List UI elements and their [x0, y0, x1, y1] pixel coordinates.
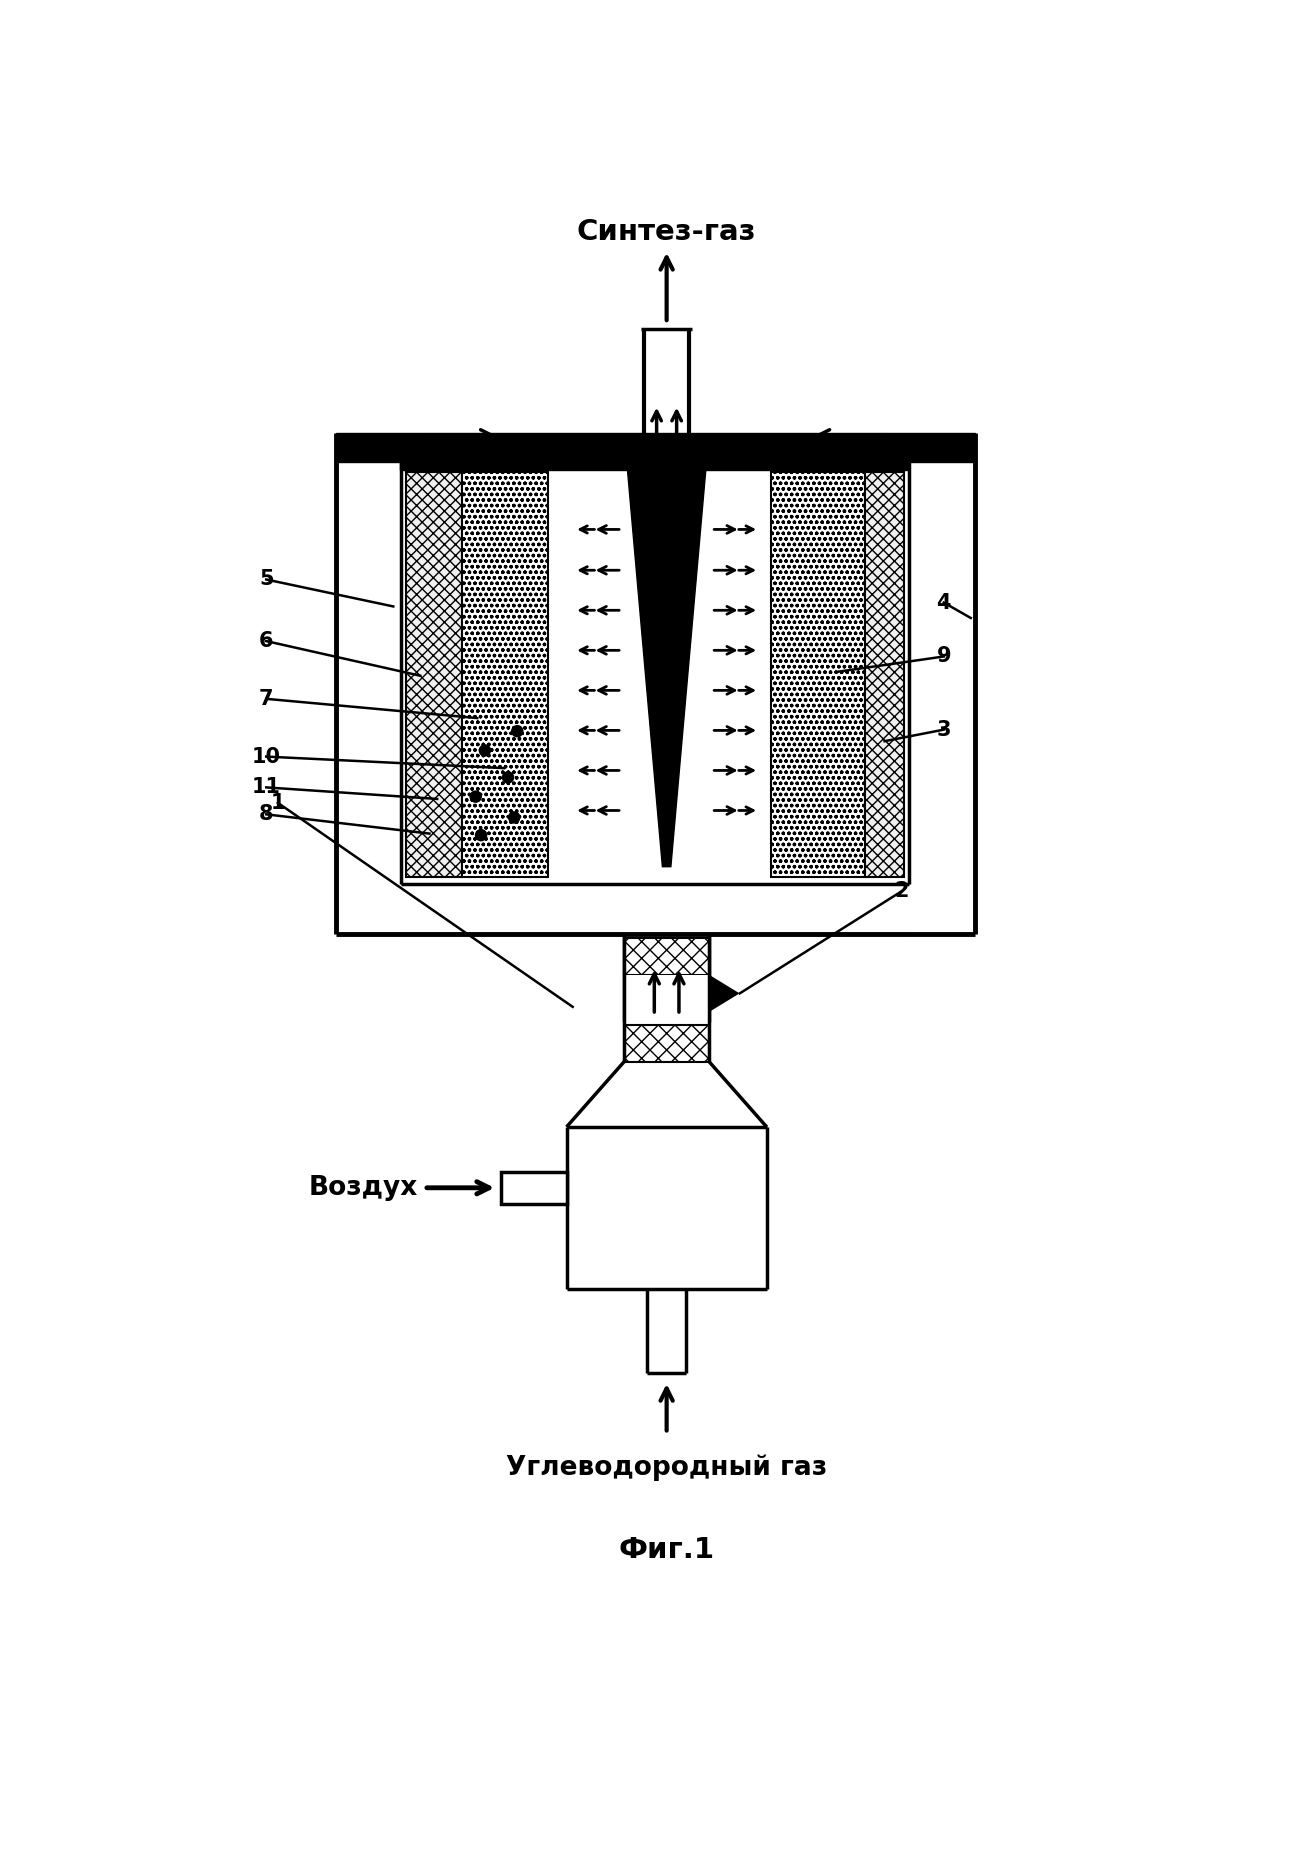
Bar — [624, 1025, 709, 1061]
Circle shape — [470, 791, 481, 803]
Text: 9: 9 — [937, 647, 951, 666]
Text: 1: 1 — [271, 793, 285, 812]
Circle shape — [512, 726, 523, 737]
Circle shape — [476, 829, 486, 840]
Bar — [461, 471, 549, 877]
Text: 11: 11 — [251, 776, 280, 797]
Text: 6: 6 — [259, 631, 274, 651]
Circle shape — [508, 812, 520, 823]
Text: 3: 3 — [937, 720, 951, 739]
Bar — [624, 975, 709, 1025]
Text: 4: 4 — [937, 593, 951, 612]
Text: Воздух: Воздух — [309, 1175, 418, 1201]
Text: Углеводородный газ: Углеводородный газ — [506, 1454, 827, 1480]
Bar — [771, 471, 865, 877]
Text: Фиг.1: Фиг.1 — [619, 1536, 714, 1564]
Circle shape — [503, 773, 513, 782]
Bar — [502, 1171, 567, 1203]
Text: 2: 2 — [894, 881, 908, 902]
Bar — [407, 471, 461, 877]
Bar — [401, 455, 909, 470]
Bar — [624, 937, 709, 975]
Text: Синтез-газ: Синтез-газ — [577, 219, 756, 247]
Polygon shape — [710, 977, 739, 1010]
Circle shape — [480, 745, 490, 756]
Text: 10: 10 — [251, 747, 280, 767]
Text: 8: 8 — [259, 805, 274, 825]
Text: 7: 7 — [259, 689, 274, 709]
Text: 5: 5 — [259, 569, 274, 589]
Polygon shape — [627, 460, 706, 866]
Bar — [865, 471, 904, 877]
Bar — [336, 434, 975, 462]
